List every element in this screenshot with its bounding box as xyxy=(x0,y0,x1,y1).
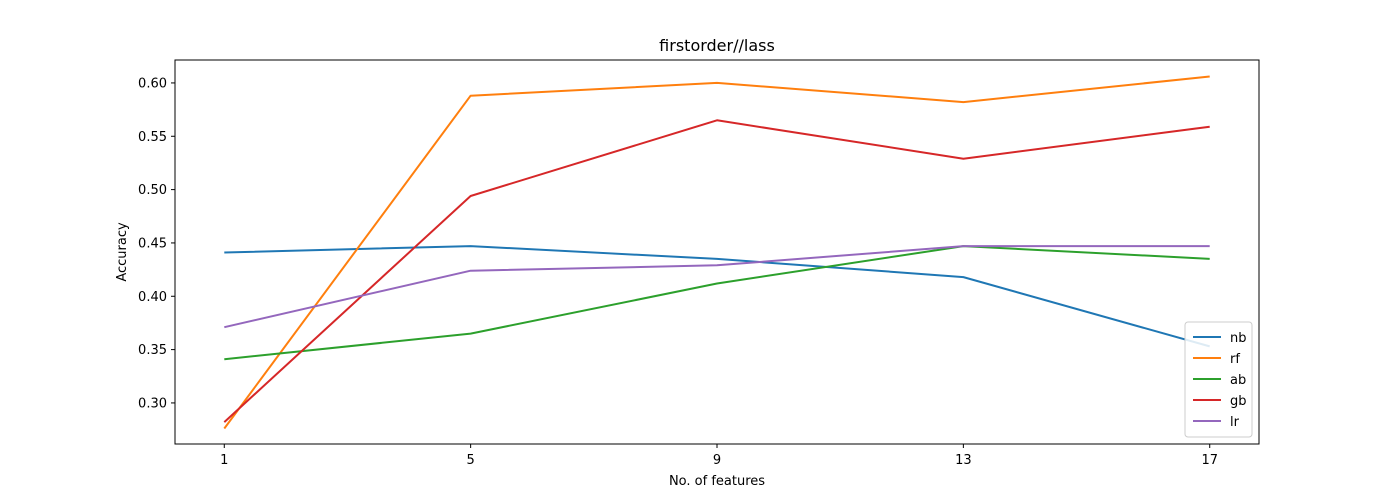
y-tick-label: 0.35 xyxy=(138,343,167,358)
y-tick-label: 0.40 xyxy=(138,290,167,305)
plot-area xyxy=(174,59,1260,445)
x-axis: 1 5 9 13 17 xyxy=(220,444,1218,468)
y-axis-label: Accuracy xyxy=(115,222,130,282)
y-tick-label: 0.55 xyxy=(138,130,167,145)
series-line-rf xyxy=(223,75,1210,430)
y-tick-label: 0.45 xyxy=(138,236,167,251)
legend-label-rf: rf xyxy=(1230,352,1240,367)
legend-label-nb: nb xyxy=(1230,331,1247,346)
x-tick-label: 9 xyxy=(713,453,721,468)
legend-label-lr: lr xyxy=(1230,415,1240,430)
y-axis: 0.30 0.35 0.40 0.45 0.50 0.55 0.60 xyxy=(138,76,175,411)
series-line-lr xyxy=(224,245,1210,329)
y-tick-label: 0.50 xyxy=(138,183,167,198)
x-axis-label: No. of features xyxy=(669,474,765,489)
legend-label-ab: ab xyxy=(1230,373,1246,388)
series-lines xyxy=(223,75,1210,430)
legend-label-gb: gb xyxy=(1230,394,1247,409)
series-line-ab xyxy=(224,245,1210,361)
x-tick-label: 17 xyxy=(1201,453,1218,468)
x-tick-label: 5 xyxy=(466,453,474,468)
chart-title: firstorder//lass xyxy=(659,36,775,55)
y-tick-label: 0.30 xyxy=(138,396,167,411)
plot-frame xyxy=(174,59,1260,445)
x-tick-label: 1 xyxy=(220,453,228,468)
x-tick-label: 13 xyxy=(955,453,972,468)
series-line-gb xyxy=(223,119,1210,423)
y-tick-label: 0.60 xyxy=(138,76,167,91)
legend: nb rf ab gb lr xyxy=(1184,321,1253,438)
series-line-nb xyxy=(224,245,1210,348)
